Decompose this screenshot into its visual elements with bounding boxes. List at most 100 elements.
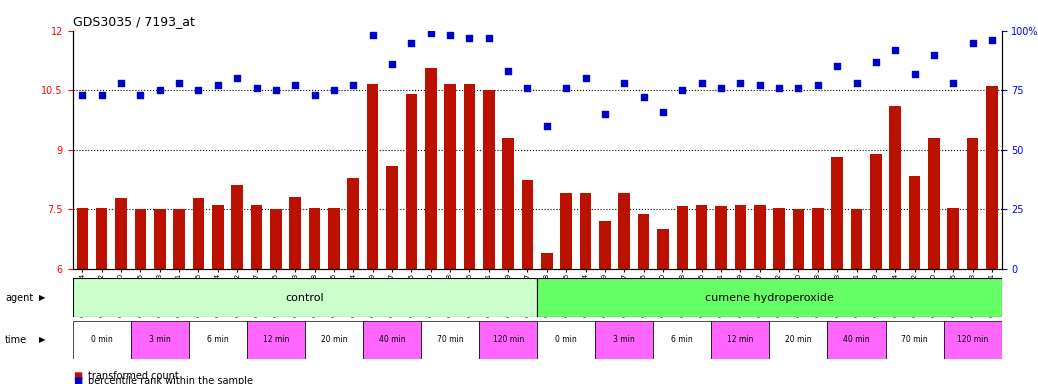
Text: transformed count: transformed count: [88, 371, 179, 381]
Point: [248, 85, 265, 91]
Bar: [890, 106, 901, 269]
Point: [228, 75, 245, 81]
Bar: [986, 86, 998, 269]
Bar: [247, 321, 305, 359]
Bar: [131, 321, 189, 359]
Text: 12 min: 12 min: [728, 335, 754, 344]
Point: [790, 85, 807, 91]
Point: [616, 80, 632, 86]
Bar: [754, 205, 766, 269]
Point: [635, 94, 652, 101]
Bar: [735, 205, 746, 269]
Bar: [769, 321, 827, 359]
Text: ▶: ▶: [39, 335, 46, 344]
Text: time: time: [5, 335, 27, 345]
Bar: [502, 138, 514, 269]
Point: [519, 85, 536, 91]
Point: [210, 83, 226, 89]
Bar: [305, 321, 363, 359]
Point: [132, 92, 148, 98]
Bar: [464, 84, 475, 269]
Text: 70 min: 70 min: [901, 335, 928, 344]
Point: [306, 92, 323, 98]
Point: [113, 80, 130, 86]
Point: [442, 32, 459, 38]
Point: [364, 32, 381, 38]
Text: 0 min: 0 min: [90, 335, 112, 344]
Bar: [695, 205, 708, 269]
Point: [190, 87, 207, 93]
Bar: [870, 154, 881, 269]
Point: [810, 83, 826, 89]
Bar: [425, 68, 437, 269]
Bar: [135, 209, 146, 269]
Bar: [95, 209, 108, 269]
Text: 3 min: 3 min: [613, 335, 635, 344]
Point: [868, 59, 884, 65]
Point: [326, 87, 343, 93]
Bar: [363, 321, 421, 359]
Text: ▶: ▶: [39, 293, 46, 302]
Bar: [483, 90, 494, 269]
Bar: [677, 206, 688, 269]
Text: control: control: [285, 293, 324, 303]
Point: [422, 30, 439, 36]
Point: [74, 92, 90, 98]
Point: [829, 63, 846, 70]
Point: [984, 37, 1001, 43]
Bar: [827, 321, 885, 359]
Bar: [522, 180, 534, 269]
Text: 20 min: 20 min: [785, 335, 812, 344]
Bar: [619, 194, 630, 269]
Bar: [948, 209, 959, 269]
Bar: [193, 198, 204, 269]
Bar: [538, 278, 1002, 317]
Bar: [251, 205, 263, 269]
Bar: [270, 209, 281, 269]
Point: [926, 51, 943, 58]
Bar: [715, 206, 727, 269]
Bar: [115, 198, 127, 269]
Bar: [831, 157, 843, 269]
Point: [286, 83, 303, 89]
Point: [945, 80, 961, 86]
Bar: [77, 209, 88, 269]
Text: 120 min: 120 min: [492, 335, 524, 344]
Point: [848, 80, 865, 86]
Bar: [366, 84, 379, 269]
Point: [345, 83, 361, 89]
Point: [500, 68, 517, 74]
Point: [481, 35, 497, 41]
Point: [674, 87, 690, 93]
Text: 12 min: 12 min: [263, 335, 289, 344]
Point: [403, 40, 419, 46]
Point: [732, 80, 748, 86]
Bar: [561, 194, 572, 269]
Text: 3 min: 3 min: [148, 335, 170, 344]
Bar: [421, 321, 480, 359]
Bar: [308, 209, 321, 269]
Bar: [944, 321, 1002, 359]
Point: [171, 80, 188, 86]
Bar: [231, 185, 243, 269]
Point: [964, 40, 981, 46]
Bar: [793, 209, 804, 269]
Bar: [595, 321, 653, 359]
Point: [886, 47, 903, 53]
Text: percentile rank within the sample: percentile rank within the sample: [88, 376, 253, 384]
Bar: [657, 229, 668, 269]
Bar: [73, 321, 131, 359]
Text: ■: ■: [73, 371, 82, 381]
Text: agent: agent: [5, 293, 33, 303]
Text: 6 min: 6 min: [672, 335, 693, 344]
Text: 0 min: 0 min: [555, 335, 577, 344]
Point: [577, 75, 594, 81]
Bar: [599, 221, 610, 269]
Point: [713, 85, 730, 91]
Bar: [909, 175, 921, 269]
Bar: [538, 321, 595, 359]
Bar: [173, 209, 185, 269]
Point: [771, 85, 788, 91]
Text: cumene hydroperoxide: cumene hydroperoxide: [705, 293, 834, 303]
Point: [655, 109, 672, 115]
